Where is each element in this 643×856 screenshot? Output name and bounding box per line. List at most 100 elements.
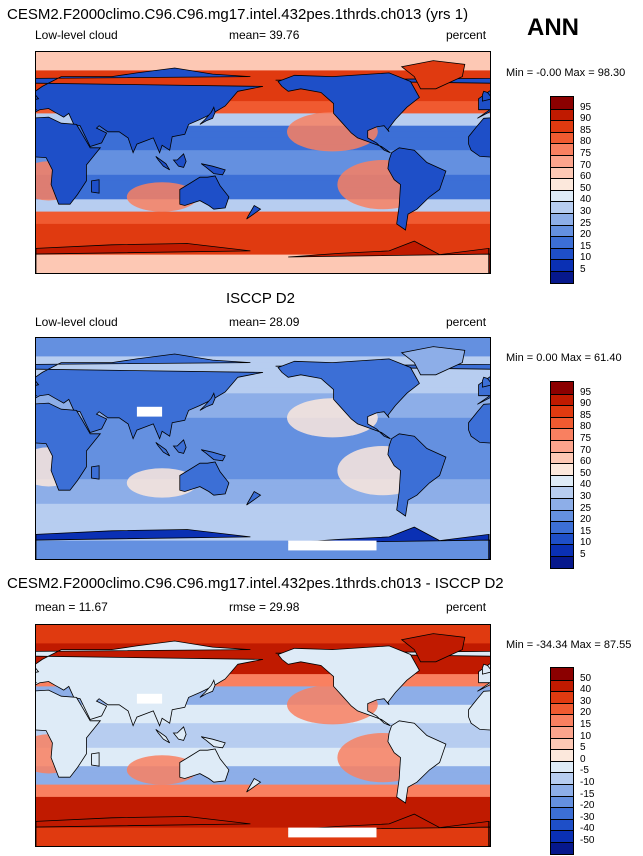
coastline-newguinea xyxy=(200,163,226,176)
season-label: ANN xyxy=(527,14,579,41)
coastline-madagascar xyxy=(91,179,100,194)
field-band xyxy=(36,64,490,71)
coastline-nz xyxy=(246,204,262,220)
field-band xyxy=(36,485,490,492)
panel-1-map xyxy=(35,51,491,274)
coastline-eurasia xyxy=(36,353,264,440)
coastline-antarctica xyxy=(288,526,490,559)
field-band xyxy=(36,821,490,829)
colorbar-swatch xyxy=(551,463,573,475)
coastline-borneo xyxy=(172,153,187,168)
field-band xyxy=(36,710,490,718)
colorbar-tick-label: 5 xyxy=(580,742,586,754)
panel-3-title: CESM2.F2000climo.C96.C96.mg17.intel.432p… xyxy=(7,575,504,592)
colorbar-swatch xyxy=(551,497,573,510)
coastline-samerica xyxy=(387,147,447,231)
field-band xyxy=(36,741,490,749)
panel-3-rmse-label: rmse = 29.98 xyxy=(229,600,300,614)
colorbar-tick-label: 75 xyxy=(580,433,592,444)
field-band xyxy=(36,692,490,700)
field-band xyxy=(36,205,490,213)
field-band xyxy=(36,144,490,151)
colorbar-tick-label: 15 xyxy=(580,525,592,537)
colorbar-tick-label: 0 xyxy=(580,753,586,765)
field-band xyxy=(36,723,490,730)
colorbar-swatch xyxy=(551,131,573,144)
field-band xyxy=(36,735,490,743)
panel-1-units-label: percent xyxy=(446,28,487,42)
colorbar-swatch xyxy=(551,691,573,703)
colorbar-tick-label: 85 xyxy=(580,409,592,421)
panel-2-map xyxy=(35,337,491,560)
colorbar-tick-label: 90 xyxy=(580,398,592,410)
colorbar-swatch xyxy=(551,772,573,784)
colorbar-tick-label: 15 xyxy=(580,240,592,252)
colorbar-swatch xyxy=(551,795,573,808)
coastline-uk xyxy=(482,90,490,102)
colorbar-swatch xyxy=(551,416,573,429)
colorbar-tick-label: 80 xyxy=(580,136,592,148)
colorbar-tick-label: 90 xyxy=(580,113,592,125)
coastline-newguinea xyxy=(200,449,226,462)
field-band xyxy=(36,393,490,400)
field-band xyxy=(36,107,490,114)
field-band xyxy=(36,180,490,188)
field-band xyxy=(36,729,490,737)
missing-data-region xyxy=(288,540,377,551)
coastline-nz xyxy=(246,490,262,506)
field-band xyxy=(36,187,490,194)
colorbar-tick-label: 40 xyxy=(580,194,592,206)
coastline-eurasia xyxy=(275,650,490,692)
field-band xyxy=(36,503,490,511)
coastline-japan xyxy=(199,679,216,698)
field-band xyxy=(36,796,490,804)
coastline-uk xyxy=(482,663,490,675)
coastline-nz xyxy=(246,777,262,793)
panel-1-variable-label: Low-level cloud xyxy=(35,28,118,42)
coastline-madagascar xyxy=(91,752,100,767)
colorbar-swatch xyxy=(551,236,573,248)
colorbar-swatch xyxy=(551,702,573,715)
field-band xyxy=(36,839,490,846)
field-band xyxy=(36,473,490,480)
field-band xyxy=(36,338,490,345)
coastline-uk xyxy=(36,380,40,386)
colorbar-tick-label: 40 xyxy=(580,479,592,491)
colorbar-tick-label: 95 xyxy=(580,386,592,398)
colorbar-swatch xyxy=(551,714,573,726)
panel-3-range-label: Min = -34.34 Max = 87.55 xyxy=(506,639,632,651)
field-band xyxy=(36,661,490,669)
colorbar-tick-label: -50 xyxy=(580,835,595,846)
missing-data-region xyxy=(136,406,163,417)
field-band xyxy=(36,119,490,127)
panel-3-mean-label: mean = 11.67 xyxy=(35,600,108,614)
colorbar-tick-label: -20 xyxy=(580,800,595,812)
field-band xyxy=(36,747,490,755)
field-band xyxy=(36,405,490,413)
colorbar-swatch xyxy=(551,154,573,167)
colorbar-swatch xyxy=(551,830,573,842)
coastline-uk xyxy=(36,94,40,100)
field-band xyxy=(36,809,490,816)
field-band xyxy=(36,430,490,437)
field-band xyxy=(36,668,490,675)
colorbar-tick-label: 75 xyxy=(580,148,592,159)
colorbar-swatch xyxy=(551,451,573,464)
coastline-eurasia xyxy=(36,640,264,727)
colorbar-tick-label: 25 xyxy=(580,502,592,514)
colorbar-swatch xyxy=(551,679,573,692)
coastline-borneo xyxy=(172,439,187,454)
field-band xyxy=(36,815,490,822)
panel-2-title: ISCCP D2 xyxy=(226,290,295,307)
colorbar-swatch xyxy=(551,668,573,680)
field-band xyxy=(36,674,490,681)
panel-1-title: CESM2.F2000climo.C96.C96.mg17.intel.432p… xyxy=(7,6,469,23)
colorbar-swatch xyxy=(551,382,573,394)
colorbar-tick-label: 20 xyxy=(580,707,592,719)
field-band xyxy=(36,522,490,529)
field-band xyxy=(36,344,490,351)
panel-2-mean-label: mean= 28.09 xyxy=(229,315,300,329)
field-band xyxy=(36,162,490,170)
coastline-australia xyxy=(179,748,230,783)
coastline-newguinea xyxy=(200,736,226,749)
